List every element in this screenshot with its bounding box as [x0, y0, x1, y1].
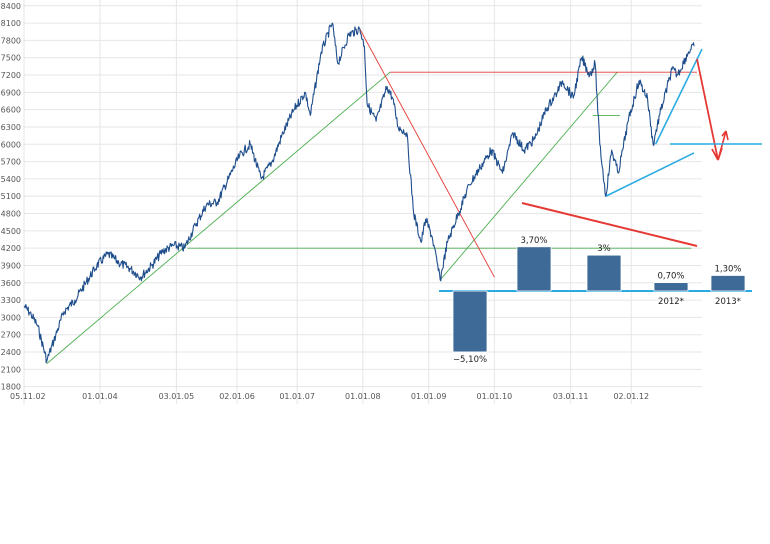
bar-category-label: 2012*: [658, 297, 684, 307]
y-tick-label: 6600: [1, 106, 21, 115]
y-tick-label: 6300: [1, 123, 21, 132]
y-tick-label: 4200: [1, 244, 21, 253]
price-series: [23, 22, 695, 364]
trendline: [605, 152, 695, 197]
price-line: [23, 22, 695, 364]
y-tick-label: 5400: [1, 175, 21, 184]
y-tick-label: 6900: [1, 88, 21, 97]
trendline: [46, 71, 391, 364]
y-tick-label: 4500: [1, 227, 21, 236]
bar-data-label: 1,30%: [714, 264, 741, 274]
y-axis: 1800 2100 2400 2700 3000 3300 3600 3900 4200 4500…: [1, 2, 21, 392]
y-tick-label: 7500: [1, 54, 21, 63]
x-tick-label: 01.01.04: [82, 392, 118, 401]
y-tick-label: 8100: [1, 19, 21, 28]
bar: [586, 254, 622, 292]
bar-data-label: 0,70%: [657, 272, 684, 282]
x-tick-label: 01.01.08: [345, 392, 381, 401]
y-tick-label: 1800: [1, 383, 21, 392]
bar-category-label: 2013*: [715, 297, 741, 307]
trendline: [439, 71, 618, 281]
bar-data-label: 3,70%: [520, 236, 547, 246]
y-tick-label: 3000: [1, 313, 21, 322]
x-tick-label: 02.01.12: [613, 392, 649, 401]
y-tick-label: 3900: [1, 261, 21, 270]
y-tick-label: 2100: [1, 365, 21, 374]
bar: [653, 282, 689, 292]
y-tick-label: 6000: [1, 140, 21, 149]
y-tick-label: 7800: [1, 36, 21, 45]
y-tick-label: 8400: [1, 2, 21, 11]
bar: [452, 290, 488, 353]
y-tick-label: 3300: [1, 296, 21, 305]
y-tick-label: 5700: [1, 158, 21, 167]
x-tick-label: 01.01.07: [279, 392, 315, 401]
bar-data-label: −5,10%: [453, 355, 487, 365]
growth-bars: −5,10% 3,70% 3% 0,70% 2012* 1,30% 2013*: [439, 202, 752, 365]
trendline: [654, 48, 703, 145]
forecast-up-arrow: [717, 130, 729, 161]
x-tick-label: 03.01.05: [159, 392, 195, 401]
x-tick-label: 01.01.10: [477, 392, 513, 401]
y-tick-label: 4800: [1, 210, 21, 219]
trendline: [359, 28, 495, 278]
y-tick-label: 5100: [1, 192, 21, 201]
y-tick-label: 7200: [1, 71, 21, 80]
forecast-arrows: [670, 58, 762, 161]
trendlines: [46, 28, 703, 364]
y-tick-label: 3600: [1, 279, 21, 288]
y-tick-label: 2700: [1, 331, 21, 340]
bar-data-label: 3%: [597, 244, 611, 254]
bar: [516, 246, 552, 292]
bar-trend-line: [521, 202, 698, 247]
x-axis: 05.11.02 01.01.04 03.01.05 02.01.06 01.01.07…: [10, 392, 649, 401]
x-tick-label: 02.01.06: [219, 392, 255, 401]
bar: [710, 275, 746, 292]
x-tick-label: 03.01.11: [553, 392, 589, 401]
x-tick-label: 01.01.09: [411, 392, 447, 401]
y-tick-label: 2400: [1, 348, 21, 357]
x-tick-label: 05.11.02: [10, 392, 46, 401]
